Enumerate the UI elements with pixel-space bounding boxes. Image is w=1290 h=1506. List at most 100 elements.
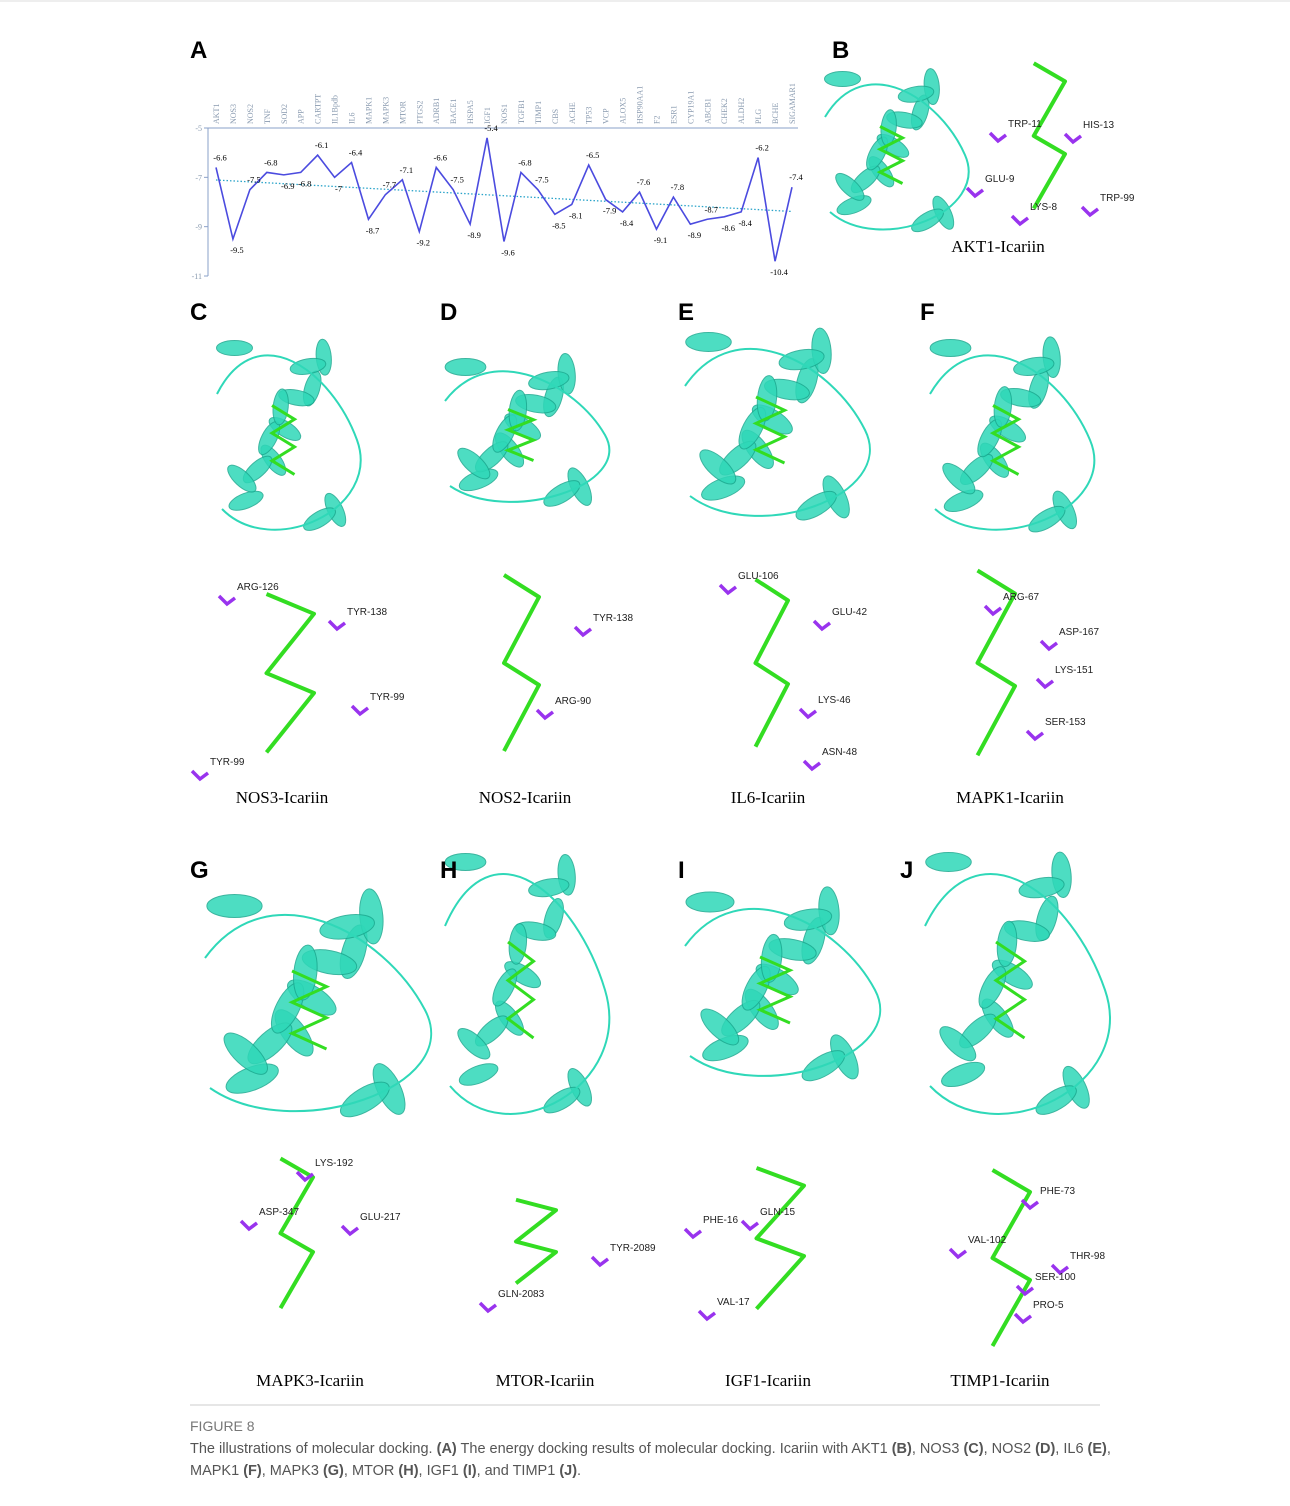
value-label: -7.8 xyxy=(671,182,684,192)
x-tick-label: AKT1 xyxy=(212,104,221,124)
ligand xyxy=(504,575,539,751)
panel-label: I xyxy=(678,857,685,884)
residue-label: LYS-46 xyxy=(818,695,851,706)
residue-label: GLU-106 xyxy=(738,571,779,582)
residue-label: THR-98 xyxy=(1070,1251,1105,1262)
residue-label: PHE-16 xyxy=(703,1215,738,1226)
value-label: -10.4 xyxy=(770,267,788,277)
figure-label: FIGURE 8 xyxy=(190,1418,255,1434)
x-tick-label: MAPK1 xyxy=(364,97,373,124)
panel-caption: IL6-Icariin xyxy=(731,788,806,807)
panel-label: B xyxy=(832,37,849,64)
panel: TYR-138ARG-90DNOS2-Icariin xyxy=(440,299,633,807)
x-tick-label: ESR1 xyxy=(669,105,678,124)
caption-text: . xyxy=(577,1463,581,1479)
panel-caption: TIMP1-Icariin xyxy=(950,1371,1050,1390)
residue-label: GLU-42 xyxy=(832,607,867,618)
caption-ref: (E) xyxy=(1088,1441,1107,1457)
residue-stick xyxy=(1012,216,1028,224)
residue-label: ARG-90 xyxy=(555,696,592,707)
protein-helix xyxy=(1017,874,1065,901)
value-label: -7.9 xyxy=(603,206,616,216)
ligand xyxy=(281,1159,314,1309)
residue-stick xyxy=(352,706,368,714)
protein-helix xyxy=(445,359,486,376)
residue-stick xyxy=(742,1221,758,1229)
x-tick-label: PTGS2 xyxy=(415,100,424,124)
caption-ref: (I) xyxy=(463,1463,477,1479)
ligand xyxy=(1034,63,1065,208)
value-label: -9.5 xyxy=(230,245,243,255)
panel: PHE-73VAL-102THR-98SER-100PRO-5JTIMP1-Ic… xyxy=(900,851,1110,1390)
y-tick-label: -11 xyxy=(192,272,202,281)
ligand xyxy=(516,1200,556,1284)
residue-label: LYS-192 xyxy=(315,1158,354,1169)
residue-stick xyxy=(967,188,983,196)
x-tick-label: TP53 xyxy=(585,107,594,124)
residue-stick xyxy=(1015,1314,1031,1322)
value-label: -8.7 xyxy=(366,225,379,235)
value-label: -6.8 xyxy=(298,178,311,188)
protein-helix xyxy=(930,340,971,357)
value-label: -7.5 xyxy=(535,175,548,185)
residue-label: TYR-138 xyxy=(593,613,633,624)
y-tick-label: -5 xyxy=(195,124,202,133)
protein-helix xyxy=(207,895,262,918)
value-label: -8.4 xyxy=(738,218,752,228)
x-tick-label: NOS2 xyxy=(246,104,255,124)
value-label: -7.1 xyxy=(400,165,413,175)
caption-text: The illustrations of molecular docking. xyxy=(190,1441,437,1457)
residue-label: TYR-2089 xyxy=(610,1243,656,1254)
x-tick-label: PLG xyxy=(754,109,763,124)
value-label: -8.1 xyxy=(569,210,582,220)
residue-label: TYR-99 xyxy=(370,692,405,703)
residue-label: GLN-2083 xyxy=(498,1289,545,1300)
protein-helix xyxy=(686,892,734,912)
residue-label: TYR-138 xyxy=(347,607,387,618)
protein-helix xyxy=(217,341,253,356)
x-tick-label: ACHE xyxy=(568,102,577,124)
caption-ref: (B) xyxy=(892,1441,912,1457)
caption-text: , MAPK3 xyxy=(262,1463,323,1479)
residue-stick xyxy=(1022,1200,1038,1208)
caption-text: The energy docking results of molecular … xyxy=(457,1441,892,1457)
value-label: -8.6 xyxy=(722,223,735,233)
caption-text: , NOS2 xyxy=(984,1441,1036,1457)
caption-text: MAPK1 xyxy=(190,1463,243,1479)
value-label: -6.8 xyxy=(264,157,277,167)
panel-caption: MAPK3-Icariin xyxy=(256,1371,364,1390)
panel-caption: MTOR-Icariin xyxy=(496,1371,595,1390)
protein-helix xyxy=(938,1057,987,1091)
y-tick-label: -9 xyxy=(195,223,202,232)
residue-stick xyxy=(804,761,820,769)
x-tick-label: APP xyxy=(297,109,306,124)
residue-stick xyxy=(342,1226,358,1234)
panel-label: A xyxy=(190,37,207,64)
residue-label: ARG-126 xyxy=(237,582,279,593)
panel-label: H xyxy=(440,857,457,884)
residue-stick xyxy=(592,1257,608,1265)
panel-label: D xyxy=(440,299,457,326)
residue-label: LYS-151 xyxy=(1055,665,1094,676)
value-label: -8.9 xyxy=(688,230,701,240)
value-label: -5.4 xyxy=(484,123,498,133)
caption-ref: (H) xyxy=(398,1463,418,1479)
residue-stick xyxy=(192,771,208,779)
value-label: -7.7 xyxy=(383,180,396,190)
panel-label: C xyxy=(190,299,207,326)
x-tick-label: BCHE xyxy=(771,103,780,124)
x-tick-label: HSP90AA1 xyxy=(636,86,645,124)
residue-label: GLU-9 xyxy=(985,174,1015,185)
residue-label: PHE-73 xyxy=(1040,1186,1075,1197)
value-label: -6.4 xyxy=(349,148,363,158)
caption-line: The illustrations of molecular docking. … xyxy=(190,1441,1111,1457)
value-label: -7.6 xyxy=(637,177,650,187)
panel-caption: NOS3-Icariin xyxy=(236,788,329,807)
residue-stick xyxy=(699,1311,715,1319)
residue-label: SER-153 xyxy=(1045,717,1086,728)
value-label: -6.5 xyxy=(586,150,599,160)
residue-label: ARG-67 xyxy=(1003,592,1040,603)
panel-caption: AKT1-Icariin xyxy=(951,237,1045,256)
